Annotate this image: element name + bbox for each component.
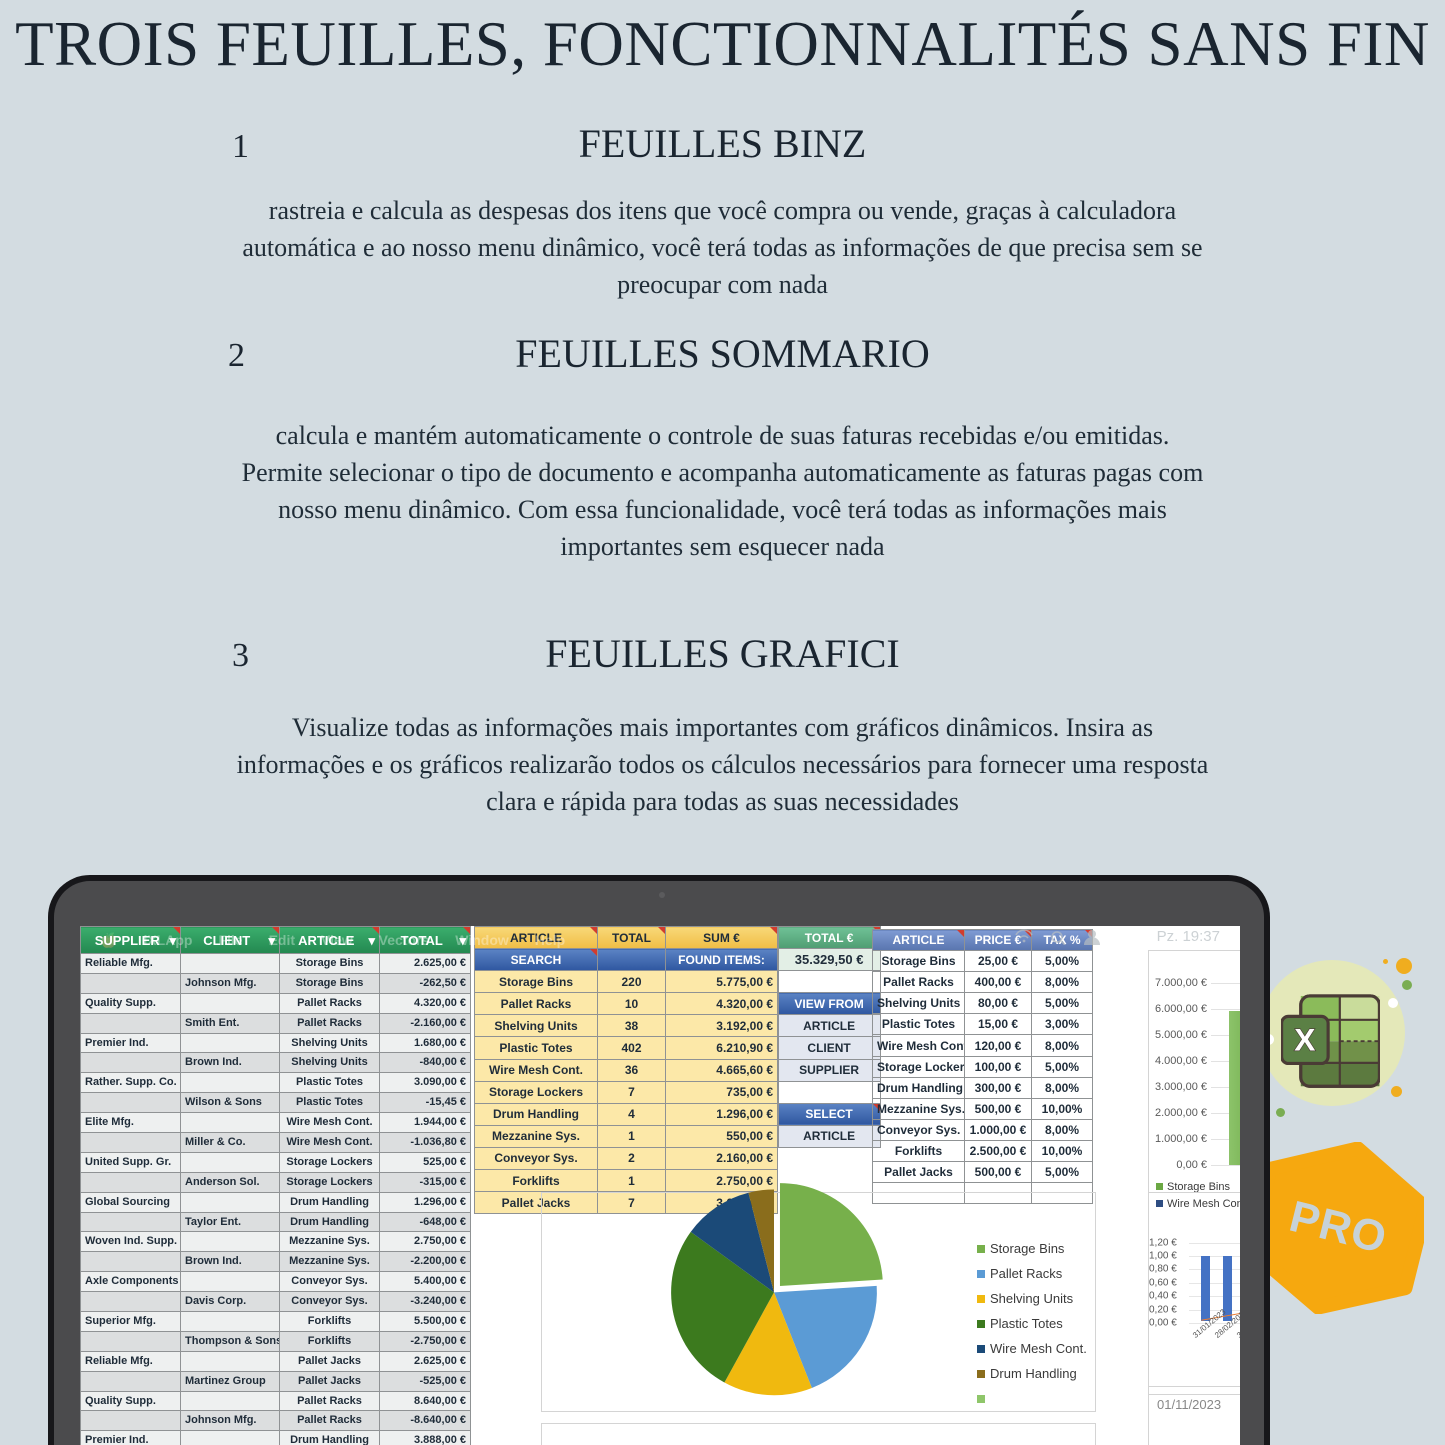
svg-text:X: X	[1294, 1022, 1315, 1058]
